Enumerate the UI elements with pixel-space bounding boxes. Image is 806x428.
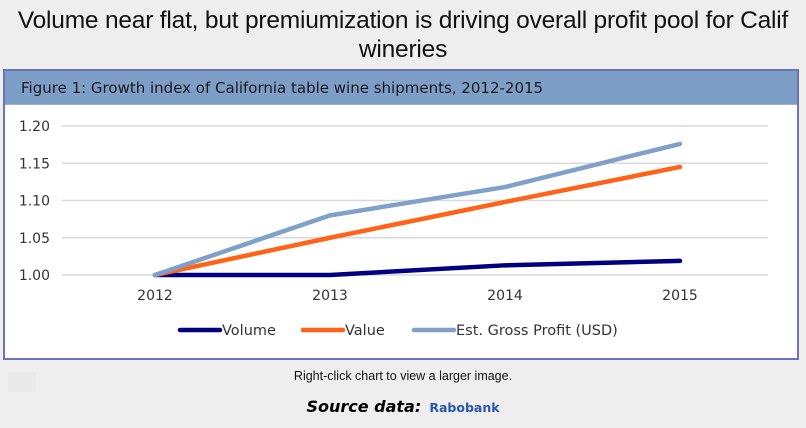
y-tick-label: 1.00 bbox=[19, 268, 50, 284]
source-label: Source data: bbox=[306, 397, 422, 416]
series-line-volume[interactable] bbox=[152, 258, 683, 278]
x-tick-label: 2014 bbox=[487, 288, 523, 304]
figure-header: Figure 1: Growth index of California tab… bbox=[5, 71, 797, 105]
y-tick-label: 1.10 bbox=[19, 194, 50, 210]
x-tick-label: 2013 bbox=[312, 288, 348, 304]
series-line-est-gross-profit-usd[interactable] bbox=[152, 141, 683, 278]
chart-frame[interactable]: Figure 1: Growth index of California tab… bbox=[3, 69, 799, 360]
placeholder-box bbox=[8, 372, 36, 392]
series-line-value[interactable] bbox=[152, 164, 683, 278]
y-tick-label: 1.20 bbox=[19, 119, 50, 135]
legend-label: Value bbox=[345, 323, 385, 339]
chart-note: Right-click chart to view a larger image… bbox=[293, 369, 513, 383]
source-link[interactable]: Rabobank bbox=[429, 400, 500, 415]
y-tick-label: 1.15 bbox=[19, 156, 50, 172]
x-tick-label: 2012 bbox=[137, 288, 173, 304]
source-line: Source data: Rabobank bbox=[0, 397, 806, 416]
page-title: Volume near flat, but premiumization is … bbox=[17, 7, 789, 63]
line-chart[interactable]: 1.00 1.05 1.10 1.15 1.20 2012 2013 2014 2015 Vo… bbox=[0, 0, 806, 360]
x-tick-label: 2015 bbox=[662, 288, 698, 304]
legend-label: Est. Gross Profit (USD) bbox=[456, 323, 618, 339]
figure-title: Figure 1: Growth index of California tab… bbox=[21, 79, 544, 97]
y-tick-label: 1.05 bbox=[19, 231, 50, 247]
legend-label: Volume bbox=[222, 323, 276, 339]
